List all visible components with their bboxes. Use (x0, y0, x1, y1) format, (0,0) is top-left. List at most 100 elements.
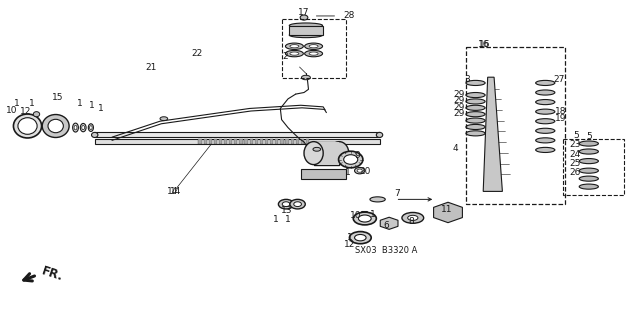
Text: 20: 20 (359, 167, 371, 176)
Ellipse shape (466, 80, 485, 85)
Ellipse shape (92, 132, 98, 137)
Bar (275, 139, 278, 144)
Ellipse shape (88, 124, 93, 131)
Ellipse shape (81, 123, 86, 132)
Bar (306, 139, 309, 144)
Text: 10: 10 (6, 106, 17, 115)
Text: 19: 19 (555, 114, 566, 122)
Polygon shape (433, 202, 463, 223)
Text: 1: 1 (346, 168, 351, 177)
Bar (291, 139, 294, 144)
Text: 16: 16 (479, 40, 491, 48)
Ellipse shape (376, 132, 383, 137)
Ellipse shape (408, 215, 418, 220)
Bar (229, 139, 232, 144)
Circle shape (440, 209, 456, 216)
Circle shape (385, 221, 394, 226)
Text: 1: 1 (89, 101, 94, 110)
Bar (289, 26, 323, 35)
Text: 18: 18 (555, 107, 566, 116)
Polygon shape (380, 217, 398, 229)
Ellipse shape (330, 142, 349, 165)
Circle shape (160, 117, 168, 121)
Ellipse shape (285, 50, 303, 57)
Ellipse shape (339, 151, 363, 168)
Ellipse shape (536, 128, 555, 133)
Ellipse shape (536, 138, 555, 143)
Text: 12: 12 (344, 240, 356, 249)
Bar (95, 139, 380, 144)
Ellipse shape (579, 149, 598, 154)
Ellipse shape (290, 52, 299, 55)
Ellipse shape (536, 147, 555, 152)
Bar (260, 139, 263, 144)
Ellipse shape (42, 115, 69, 137)
Text: 1: 1 (29, 99, 35, 108)
Text: 23: 23 (569, 140, 580, 149)
Polygon shape (483, 77, 502, 191)
Bar (234, 139, 237, 144)
Text: 29: 29 (453, 96, 465, 105)
Ellipse shape (466, 131, 485, 136)
Bar (224, 139, 227, 144)
Ellipse shape (579, 176, 598, 181)
Ellipse shape (579, 159, 598, 164)
Text: 1: 1 (14, 99, 19, 108)
Bar (301, 169, 346, 179)
Text: 24: 24 (569, 150, 580, 159)
Ellipse shape (48, 119, 63, 133)
Bar (95, 132, 380, 137)
Bar (198, 139, 202, 144)
Text: 29: 29 (453, 90, 465, 99)
Bar (296, 139, 299, 144)
Text: 8: 8 (408, 217, 413, 226)
Bar (270, 139, 273, 144)
Bar (282, 19, 346, 78)
Text: 16: 16 (478, 40, 490, 48)
Circle shape (313, 147, 321, 151)
Text: 6: 6 (384, 221, 389, 230)
Ellipse shape (344, 155, 358, 164)
Circle shape (328, 172, 335, 175)
Text: 27: 27 (553, 75, 564, 84)
Bar (466, 47, 565, 204)
Text: 4: 4 (453, 144, 458, 153)
Text: 15: 15 (52, 93, 63, 102)
Ellipse shape (290, 199, 305, 209)
Bar (209, 139, 212, 144)
Ellipse shape (305, 43, 323, 49)
Ellipse shape (13, 114, 42, 138)
Ellipse shape (289, 23, 323, 28)
Text: 21: 21 (145, 63, 157, 72)
Text: SX03  B3320 A: SX03 B3320 A (355, 246, 417, 255)
Bar (214, 139, 217, 144)
Ellipse shape (305, 50, 323, 57)
Bar (255, 139, 258, 144)
Text: 3: 3 (465, 75, 470, 84)
Ellipse shape (355, 234, 366, 241)
Bar (204, 139, 207, 144)
Text: 14: 14 (167, 187, 179, 196)
Ellipse shape (579, 184, 598, 189)
Ellipse shape (536, 109, 555, 114)
Ellipse shape (466, 99, 485, 104)
Text: 11: 11 (441, 205, 452, 214)
Ellipse shape (466, 93, 485, 98)
Ellipse shape (294, 202, 301, 207)
Bar (239, 139, 243, 144)
Ellipse shape (466, 118, 485, 123)
Ellipse shape (309, 45, 318, 48)
Bar (285, 139, 289, 144)
Text: 7: 7 (394, 189, 399, 198)
Text: FR.: FR. (40, 265, 65, 284)
Ellipse shape (579, 141, 598, 146)
Ellipse shape (349, 232, 371, 244)
Ellipse shape (536, 80, 555, 85)
Bar (280, 139, 284, 144)
Ellipse shape (402, 212, 424, 223)
Ellipse shape (33, 112, 40, 117)
Text: 2: 2 (283, 52, 288, 61)
Text: 26: 26 (569, 168, 580, 177)
Text: 12: 12 (20, 107, 31, 115)
Text: 5: 5 (573, 131, 579, 140)
